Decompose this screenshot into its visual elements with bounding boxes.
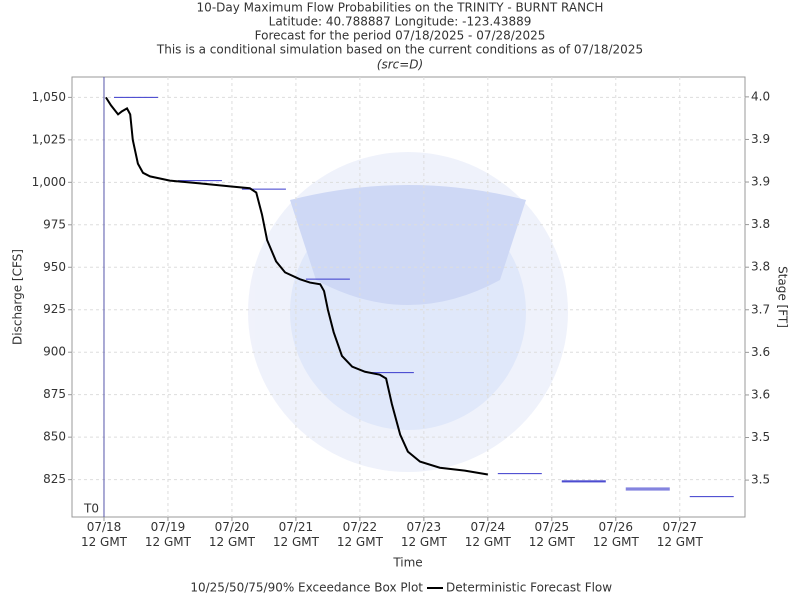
x-tick-label: 07/18 12 GMT <box>81 520 128 549</box>
y2-tick-label: 3.7 <box>751 302 770 316</box>
x-tick-label: 07/22 12 GMT <box>337 520 384 549</box>
y-tick-label: 900 <box>43 345 66 359</box>
x-tick-label-line: 12 GMT <box>657 535 704 549</box>
forecast-line <box>105 96 488 476</box>
x-tick-label-line: 07/21 <box>279 520 314 534</box>
subtitle: Forecast for the period 07/18/2025 - 07/… <box>255 29 546 43</box>
logo-bird <box>290 185 526 305</box>
y-tick-label: 875 <box>43 387 66 401</box>
y2-tick-label: 3.8 <box>751 217 770 231</box>
x-tick-label: 07/20 12 GMT <box>209 520 256 549</box>
x-tick-label-line: 12 GMT <box>529 535 576 549</box>
x-tick-label-line: 12 GMT <box>465 535 512 549</box>
t0-label: T0 <box>83 502 99 516</box>
y-tick-label: 1,000 <box>32 175 66 189</box>
y-tick-label: 1,025 <box>32 132 66 146</box>
x-tick-label: 07/21 12 GMT <box>273 520 320 549</box>
x-tick-label-line: 12 GMT <box>401 535 448 549</box>
y-tick-label: 975 <box>43 217 66 231</box>
x-axis-label: Time <box>392 556 422 570</box>
x-tick-label-line: 12 GMT <box>209 535 256 549</box>
y2-tick-label: 3.5 <box>751 430 770 444</box>
y2-tick-label: 3.9 <box>751 175 770 189</box>
x-tick-label-line: 07/23 <box>407 520 442 534</box>
x-tick-label-line: 07/19 <box>151 520 186 534</box>
x-tick-label-line: 12 GMT <box>273 535 320 549</box>
y-axis-label: Discharge [CFS] <box>11 249 25 345</box>
x-tick-label: 07/23 12 GMT <box>401 520 448 549</box>
y2-tick-label: 3.5 <box>751 473 770 487</box>
source-note: (src=D) <box>377 58 423 72</box>
x-tick-label-line: 07/20 <box>215 520 250 534</box>
legend-label: 10/25/50/75/90% Exceedance Box Plot <box>190 581 423 595</box>
y2-tick-label: 3.9 <box>751 132 770 146</box>
y-tick-label: 825 <box>43 472 66 486</box>
y-tick-label: 950 <box>43 260 66 274</box>
subtitle: Latitude: 40.788887 Longitude: -123.4388… <box>269 15 532 29</box>
y-tick-label: 850 <box>43 430 66 444</box>
legend-label: Deterministic Forecast Flow <box>446 581 612 595</box>
x-tick-label-line: 12 GMT <box>593 535 640 549</box>
x-tick-label-line: 07/26 <box>598 520 633 534</box>
subtitle: This is a conditional simulation based o… <box>156 43 643 57</box>
x-tick-label-line: 07/24 <box>471 520 506 534</box>
x-tick-label: 07/19 12 GMT <box>145 520 192 549</box>
y2-tick-label: 3.8 <box>751 260 770 274</box>
chart-title: 10-Day Maximum Flow Probabilities on the… <box>197 1 604 15</box>
watermark <box>248 152 568 472</box>
x-tick-label-line: 12 GMT <box>81 535 128 549</box>
y2-tick-label: 3.6 <box>751 345 770 359</box>
y2-axis-label: Stage [FT] <box>776 266 790 328</box>
y2-tick-label: 3.6 <box>751 387 770 401</box>
x-tick-label: 07/27 12 GMT <box>657 520 704 549</box>
y-tick-label: 1,050 <box>32 90 66 104</box>
x-tick-label: 07/26 12 GMT <box>593 520 640 549</box>
x-tick-label-line: 12 GMT <box>145 535 192 549</box>
y2-tick-label: 4.0 <box>751 89 770 103</box>
y-tick-label: 925 <box>43 302 66 316</box>
x-tick-label-line: 07/27 <box>662 520 697 534</box>
x-tick-label: 07/25 12 GMT <box>529 520 576 549</box>
x-tick-label-line: 07/25 <box>535 520 570 534</box>
x-tick-label-line: 12 GMT <box>337 535 384 549</box>
x-tick-label-line: 07/18 <box>87 520 122 534</box>
x-tick-label-line: 07/22 <box>343 520 378 534</box>
x-tick-label: 07/24 12 GMT <box>465 520 512 549</box>
